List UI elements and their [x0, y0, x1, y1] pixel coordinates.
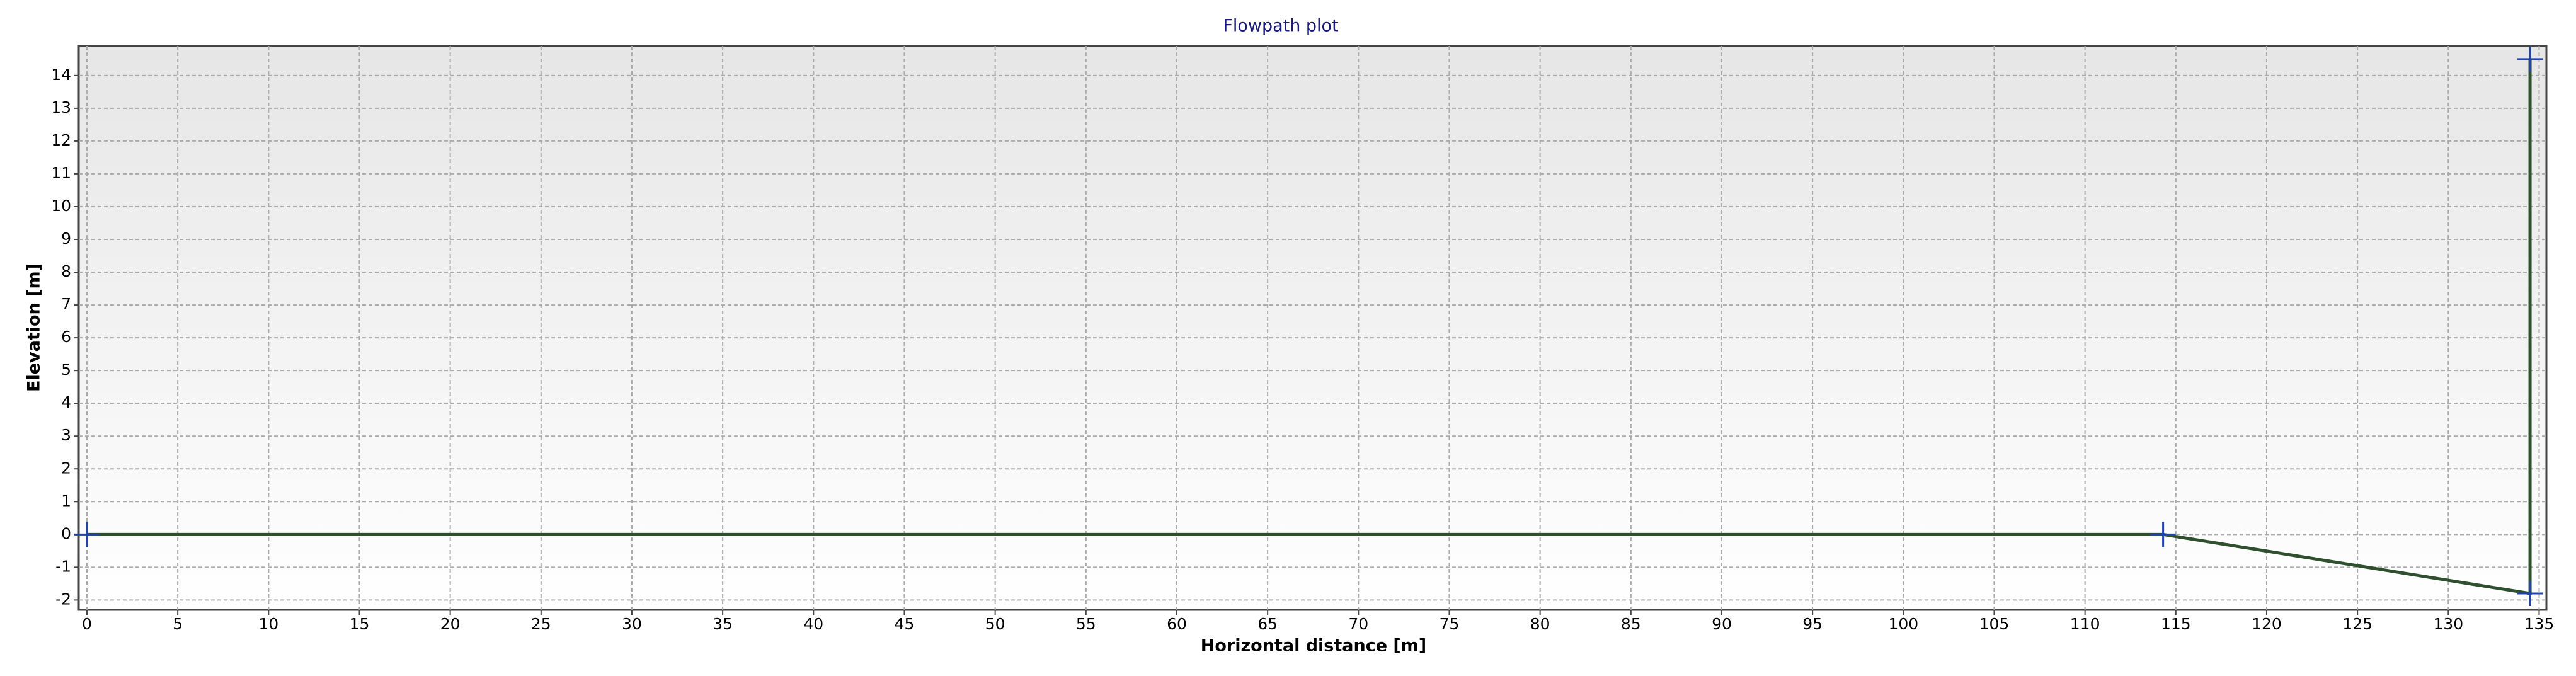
- x-tick-label: 35: [713, 615, 733, 633]
- y-tick-label: 12: [51, 131, 71, 149]
- y-tick-label: 8: [61, 262, 71, 280]
- x-tick-label: 55: [1076, 615, 1096, 633]
- x-tick-label: 95: [1802, 615, 1823, 633]
- node-marker: [2150, 522, 2176, 547]
- x-tick-label: 10: [258, 615, 278, 633]
- node-marker: [2517, 46, 2543, 72]
- x-axis-label: Horizontal distance [m]: [1201, 636, 1427, 656]
- y-tick-label: 1: [61, 491, 71, 510]
- x-tick-label: 60: [1167, 615, 1187, 633]
- y-tick-label: 3: [61, 426, 71, 444]
- x-tick-label: 40: [803, 615, 823, 633]
- x-tick-label: 70: [1348, 615, 1368, 633]
- x-tick-label: 45: [895, 615, 915, 633]
- y-tick-label: 13: [51, 98, 71, 117]
- x-tick-label: 30: [622, 615, 642, 633]
- x-tick-label: 115: [2161, 615, 2191, 633]
- x-tick-label: 25: [531, 615, 551, 633]
- y-tick-label: 0: [61, 524, 71, 542]
- x-tick-label: 100: [1888, 615, 1918, 633]
- x-tick-label: 65: [1257, 615, 1278, 633]
- x-tick-label: 75: [1440, 615, 1460, 633]
- x-tick-label: 50: [985, 615, 1005, 633]
- flowpath-line: [86, 59, 2532, 595]
- y-tick-label: 2: [61, 459, 71, 477]
- y-tick-label: 10: [51, 197, 71, 215]
- y-tick-label: 4: [61, 393, 71, 411]
- chart-title: Flowpath plot: [1223, 16, 1338, 36]
- y-tick-label: 5: [61, 360, 71, 379]
- node-marker: [74, 522, 100, 547]
- x-tick-label: 0: [82, 615, 92, 633]
- y-tick-label: -2: [55, 590, 71, 608]
- y-tick-label: -1: [55, 557, 71, 575]
- x-tick-label: 90: [1712, 615, 1732, 633]
- x-tick-label: 125: [2342, 615, 2373, 633]
- y-axis-label: Elevation [m]: [25, 263, 44, 392]
- y-tick-label: 9: [61, 229, 71, 248]
- x-tick-label: 20: [440, 615, 461, 633]
- x-tick-label: 85: [1621, 615, 1641, 633]
- x-tick-label: 120: [2252, 615, 2282, 633]
- y-tick-label: 6: [61, 328, 71, 346]
- x-tick-label: 105: [1979, 615, 2010, 633]
- y-tick-label: 11: [51, 164, 71, 182]
- x-tick-label: 5: [173, 615, 183, 633]
- y-tick-label: 7: [61, 295, 71, 313]
- y-tick-label: 14: [51, 66, 71, 84]
- x-tick-label: 110: [2070, 615, 2100, 633]
- x-tick-label: 135: [2524, 615, 2555, 633]
- x-tick-label: 80: [1530, 615, 1550, 633]
- node-marker: [2517, 580, 2543, 606]
- x-tick-label: 15: [350, 615, 370, 633]
- plot-area: [77, 45, 2548, 611]
- x-tick-label: 130: [2433, 615, 2463, 633]
